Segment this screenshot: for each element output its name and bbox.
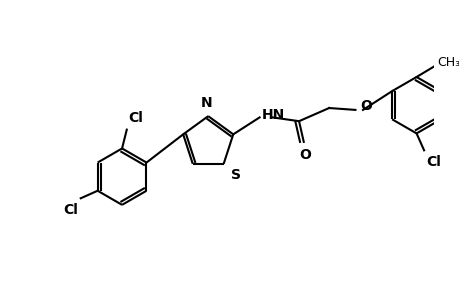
Text: Cl: Cl	[425, 155, 440, 169]
Text: O: O	[298, 148, 310, 162]
Text: CH₃: CH₃	[437, 56, 459, 69]
Text: Cl: Cl	[129, 111, 143, 125]
Text: O: O	[359, 99, 371, 113]
Text: HN: HN	[261, 108, 284, 122]
Text: N: N	[200, 96, 212, 110]
Text: Cl: Cl	[63, 203, 78, 217]
Text: S: S	[231, 169, 241, 182]
